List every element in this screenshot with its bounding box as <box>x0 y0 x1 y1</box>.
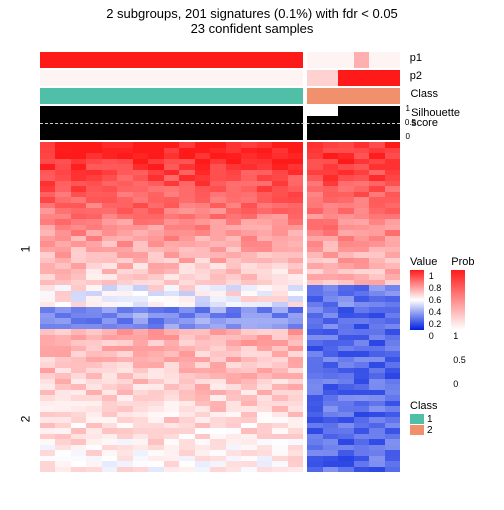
vt5: 0 <box>429 330 442 342</box>
row-label-2: 2 <box>18 416 32 423</box>
label-silhouette: Silhouette score <box>411 108 460 128</box>
vt4: 0.2 <box>429 318 442 330</box>
p2-bar <box>40 70 400 86</box>
label-class: Class <box>410 88 438 100</box>
legend-value-title: Value <box>410 256 441 268</box>
legend-class-2: 2 <box>410 425 500 436</box>
vt2: 0.6 <box>429 294 442 306</box>
silh-tick-1: 1 <box>406 104 410 113</box>
pt0: 1 <box>453 330 474 342</box>
legend-class-1: 1 <box>410 414 500 425</box>
legend-value-ticks: 1 0.8 0.6 0.4 0.2 0 <box>429 270 442 342</box>
p1-bar <box>40 52 400 68</box>
legend: Value 1 0.8 0.6 0.4 0.2 0 Prob 1 0.5 0 C… <box>410 256 500 436</box>
row-label-1: 1 <box>18 246 32 253</box>
lc1: 1 <box>427 414 433 425</box>
title-line-2: 23 confident samples <box>0 21 504 36</box>
legend-value-bar <box>410 270 424 330</box>
legend-prob-ticks: 1 0.5 0 <box>453 330 474 390</box>
plot-area: p1 p2 Class Silhouette score 1 0.5 0 1 2 <box>40 52 400 482</box>
legend-value: Value 1 0.8 0.6 0.4 0.2 0 <box>410 256 441 390</box>
vt0: 1 <box>429 270 442 282</box>
legend-prob-title: Prob <box>451 256 474 268</box>
label-p2: p2 <box>410 70 422 82</box>
silhouette-bar: 1 0.5 0 <box>40 106 400 140</box>
class-bar <box>40 88 400 104</box>
label-p1: p1 <box>410 52 422 64</box>
vt1: 0.8 <box>429 282 442 294</box>
silh-tick-05: 0.5 <box>405 118 416 127</box>
legend-class: Class 1 2 <box>410 400 500 436</box>
pt1: 0.5 <box>453 354 474 366</box>
legend-prob: Prob 1 0.5 0 <box>451 256 474 390</box>
legend-class-title: Class <box>410 400 500 412</box>
vt3: 0.4 <box>429 306 442 318</box>
legend-prob-bar <box>451 270 465 330</box>
lc2: 2 <box>427 425 433 436</box>
silh-tick-0: 0 <box>406 132 410 141</box>
title-line-1: 2 subgroups, 201 signatures (0.1%) with … <box>0 6 504 21</box>
pt2: 0 <box>453 378 474 390</box>
heatmap <box>40 142 400 472</box>
